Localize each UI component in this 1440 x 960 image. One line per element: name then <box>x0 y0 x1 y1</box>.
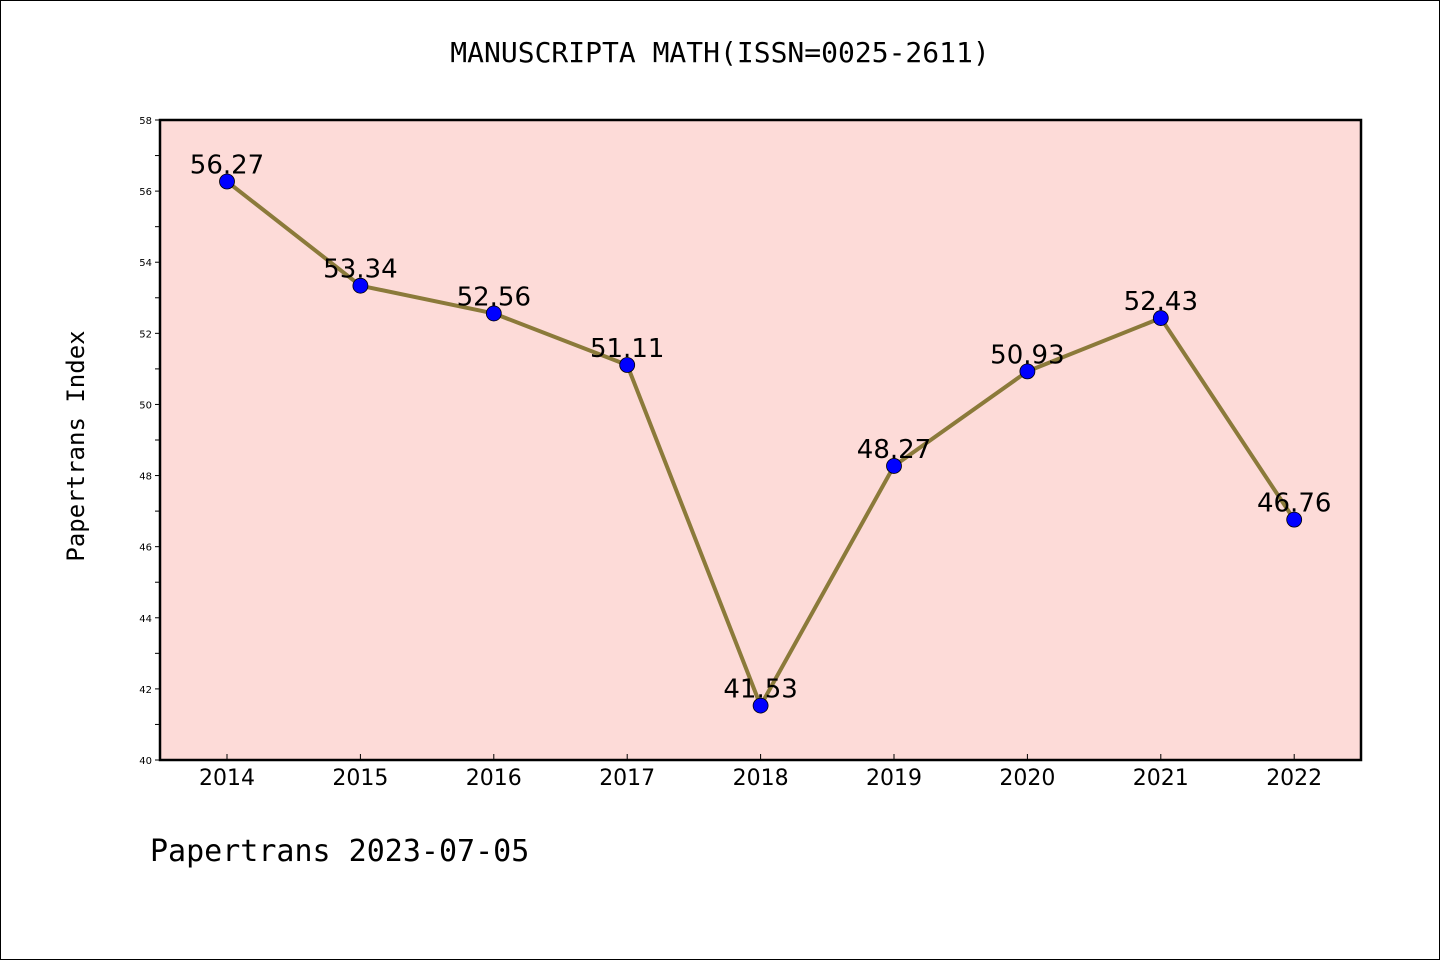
data-label: 48.27 <box>857 435 931 465</box>
y-tick-label: 42 <box>139 685 152 696</box>
y-tick-label: 50 <box>139 400 152 411</box>
footer-source-date: Papertrans 2023-07-05 <box>150 834 530 869</box>
data-label: 56.27 <box>190 151 264 181</box>
data-point <box>1286 511 1303 528</box>
data-label: 41.53 <box>723 675 797 705</box>
data-point <box>219 173 235 190</box>
x-tick-label: 2020 <box>999 766 1055 791</box>
data-point <box>752 697 769 714</box>
data-point <box>1152 310 1169 326</box>
x-tick-label: 2019 <box>866 766 922 791</box>
data-label: 51.11 <box>590 334 664 364</box>
y-tick-label: 48 <box>139 472 152 483</box>
chart-title: MANUSCRIPTA MATH(ISSN=0025-2611) <box>450 36 990 69</box>
x-tick-label: 2016 <box>466 766 522 791</box>
data-label: 46.76 <box>1257 489 1331 519</box>
data-label: 52.43 <box>1124 287 1198 317</box>
data-point <box>352 277 369 294</box>
data-point <box>485 305 502 322</box>
y-tick-label: 46 <box>139 543 152 554</box>
y-axis: 40 42 44 46 48 50 52 54 56 58 <box>139 116 160 767</box>
data-point <box>886 458 902 474</box>
y-tick-label: 44 <box>139 614 152 625</box>
x-tick-label: 2018 <box>733 766 789 791</box>
data-labels: 56.27 53.34 52.56 51.11 41.53 48.27 50.93 52.43… <box>190 151 1332 705</box>
x-tick-label: 2017 <box>599 766 655 791</box>
x-axis: 2014 2015 2016 2017 2018 2019 2020 2021 2022 <box>199 754 1322 791</box>
x-tick-label: 2022 <box>1266 766 1322 791</box>
data-point <box>1019 363 1036 380</box>
y-tick-label: 52 <box>139 329 152 340</box>
series-markers <box>219 173 1303 714</box>
plot-area <box>160 120 1361 760</box>
y-tick-label: 54 <box>139 258 152 269</box>
y-tick-label: 40 <box>139 756 152 767</box>
x-tick-label: 2021 <box>1133 766 1189 791</box>
data-point <box>619 357 636 373</box>
data-label: 50.93 <box>990 340 1064 370</box>
data-label: 53.34 <box>323 255 397 285</box>
x-tick-label: 2015 <box>332 766 388 791</box>
x-tick-label: 2014 <box>199 766 255 791</box>
y-tick-label: 58 <box>139 116 152 127</box>
data-label: 52.56 <box>457 282 531 312</box>
y-tick-label: 56 <box>139 187 152 198</box>
plot-border <box>158 118 1363 762</box>
